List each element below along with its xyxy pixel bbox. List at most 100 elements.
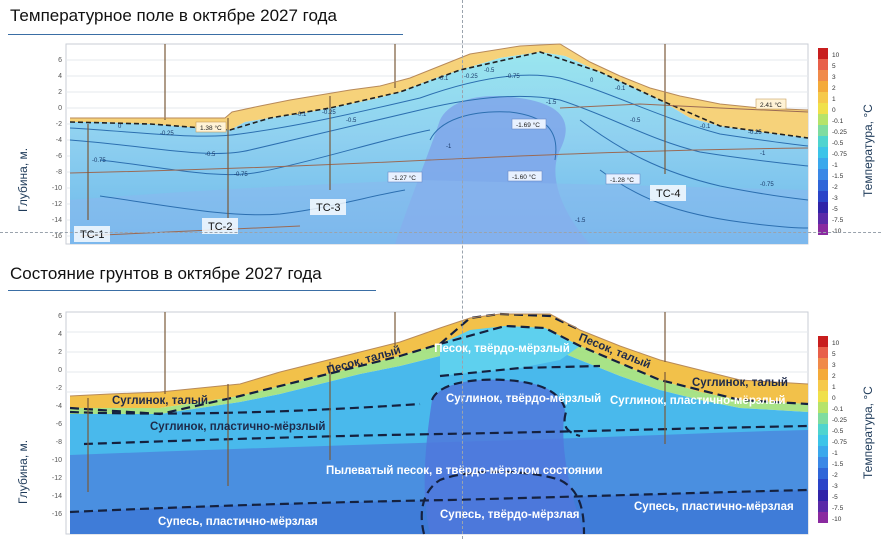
top-y-ticks: 6 4 2 0 -2 -4 -6 -8 -10 -12 -14 -16 (52, 57, 62, 240)
top-colorbar-ticks: 10 5 3 2 1 0 -0.1 -0.25 -0.5 -0.75 -1 -1… (832, 52, 847, 235)
svg-text:5: 5 (832, 63, 836, 70)
svg-text:-8: -8 (56, 169, 62, 176)
svg-text:-10: -10 (52, 457, 62, 464)
svg-text:5: 5 (832, 351, 836, 358)
svg-text:2: 2 (58, 89, 62, 96)
top-boreholes (87, 44, 666, 220)
svg-text:1: 1 (832, 384, 836, 391)
svg-text:-10: -10 (832, 228, 842, 235)
annotation-5: -1.60 °C (512, 173, 536, 181)
svg-text:-7.5: -7.5 (832, 217, 844, 224)
svg-text:-4: -4 (56, 403, 62, 410)
svg-text:-16: -16 (52, 233, 62, 240)
annotation-4: -1.27 °C (392, 174, 416, 182)
soil-label-loam-frozen-hard: Суглинок, твёрдо-мёрзлый (446, 393, 601, 405)
annotation-2: 2.41 °C (760, 101, 782, 109)
svg-text:-3: -3 (832, 195, 838, 202)
svg-text:-16: -16 (52, 511, 62, 518)
soil-label-sandy-loam-plastic-left: Супесь, пластично-мёрзлая (158, 516, 318, 528)
top-temperature-annotations: 1.38 °C 2.41 °C -1.69 °C -1.27 °C -1.60 … (195, 98, 787, 185)
bottom-title-underline (8, 290, 376, 291)
isoline-label: -0.75 (760, 182, 774, 188)
soil-label-loam-thawed-right: Суглинок, талый (692, 377, 788, 389)
svg-text:-4: -4 (56, 137, 62, 144)
bottom-thawed-zone (70, 314, 808, 408)
top-title-underline (8, 34, 403, 35)
svg-text:-2: -2 (56, 385, 62, 392)
isoline-label: -0.25 (748, 130, 762, 136)
isoline-label: -0.1 (438, 76, 449, 82)
isoline-label: -1 (446, 144, 452, 150)
top-chart-title: Температурное поле в октябре 2027 года (10, 6, 337, 25)
top-borehole-labels: ТС-1 ТС-2 ТС-3 ТС-4 (74, 185, 686, 242)
svg-text:-0.5: -0.5 (832, 140, 844, 147)
svg-text:-2: -2 (832, 184, 838, 191)
bottom-transition-zone (70, 326, 808, 414)
crosshair-vertical-guide (462, 0, 463, 539)
svg-text:-0.75: -0.75 (832, 151, 847, 158)
soil-label-loam-plastic-left: Суглинок, пластично-мёрзлый (150, 421, 325, 433)
isoline-label: -1.5 (546, 100, 557, 106)
bottom-colorbar-ticks: 10 5 3 2 1 0 -0.1 -0.25 -0.5 -0.75 -1 -1… (832, 340, 847, 523)
svg-text:-1: -1 (832, 450, 838, 457)
bottom-soil-boundaries (69, 312, 809, 535)
isoline-label: -0.25 (160, 131, 174, 137)
svg-text:0: 0 (58, 367, 62, 374)
isoline-label: -0.75 (234, 172, 248, 178)
isoline-label: -0.75 (506, 74, 520, 80)
soil-label-silty-sand: Пылеватый песок, в твёрдо-мёрзлом состоя… (326, 465, 603, 477)
top-surface-line (70, 43, 809, 119)
bottom-cold-column (424, 379, 584, 534)
isoline-label: 0 (118, 124, 122, 130)
svg-text:0: 0 (58, 105, 62, 112)
isoline-label: -0.5 (346, 118, 357, 124)
soil-label-sandy-loam-frozen: Супесь, твёрдо-мёрзлая (440, 509, 580, 521)
isoline-label: -0.1 (615, 86, 626, 92)
soil-label-loam-plastic-right: Суглинок, пластично-мёрзлый (610, 395, 785, 407)
svg-text:1: 1 (832, 96, 836, 103)
svg-text:-6: -6 (56, 153, 62, 160)
svg-text:-0.75: -0.75 (832, 439, 847, 446)
svg-text:-1.5: -1.5 (832, 461, 844, 468)
isoline-label: -0.25 (322, 110, 336, 116)
svg-text:-10: -10 (832, 516, 842, 523)
svg-text:2: 2 (832, 85, 836, 92)
isoline-label: -0.25 (464, 74, 478, 80)
isoline-label: -1 (760, 151, 766, 157)
svg-text:-5: -5 (832, 206, 838, 213)
svg-text:-8: -8 (56, 439, 62, 446)
svg-text:-0.25: -0.25 (832, 417, 847, 424)
svg-text:-6: -6 (56, 421, 62, 428)
isoline-label: -0.5 (205, 152, 216, 158)
svg-text:-0.1: -0.1 (832, 118, 844, 125)
svg-text:-0.25: -0.25 (832, 129, 847, 136)
isoline-label: -0.75 (92, 158, 106, 164)
top-temperature-chart: 642 0-2-4 -6-8-10 -12-14-16 1.38 °C 2.41… (52, 43, 847, 245)
isoline-label: -0.1 (296, 112, 307, 118)
svg-text:-10: -10 (52, 185, 62, 192)
svg-text:2: 2 (58, 349, 62, 356)
bottom-y-ticks: 6 4 2 0 -2 -4 -6 -8 -10 -12 -14 -16 (52, 313, 62, 518)
bottom-sand-frozen-zone (440, 326, 580, 376)
bottom-colorbar (818, 336, 828, 523)
svg-text:-14: -14 (52, 493, 62, 500)
svg-text:3: 3 (832, 74, 836, 81)
svg-text:2: 2 (832, 373, 836, 380)
svg-text:6: 6 (58, 313, 62, 320)
svg-text:4: 4 (58, 73, 62, 80)
svg-text:-14: -14 (52, 217, 62, 224)
isoline-label: 0 (590, 78, 594, 84)
borehole-label-tc3: ТС-3 (316, 202, 340, 214)
annotation-1: 1.38 °C (200, 124, 222, 132)
bottom-chart-title: Состояние грунтов в октябре 2027 года (10, 264, 322, 283)
soil-label-sandy-loam-plastic-right: Супесь, пластично-мёрзлая (634, 501, 794, 513)
svg-text:-0.5: -0.5 (832, 428, 844, 435)
borehole-label-tc2: ТС-2 (208, 221, 232, 233)
svg-text:0: 0 (832, 395, 836, 402)
svg-text:10: 10 (832, 52, 840, 59)
svg-text:-0.1: -0.1 (832, 406, 844, 413)
bottom-boreholes (87, 312, 666, 492)
svg-text:-5: -5 (832, 494, 838, 501)
svg-text:-1: -1 (832, 162, 838, 169)
